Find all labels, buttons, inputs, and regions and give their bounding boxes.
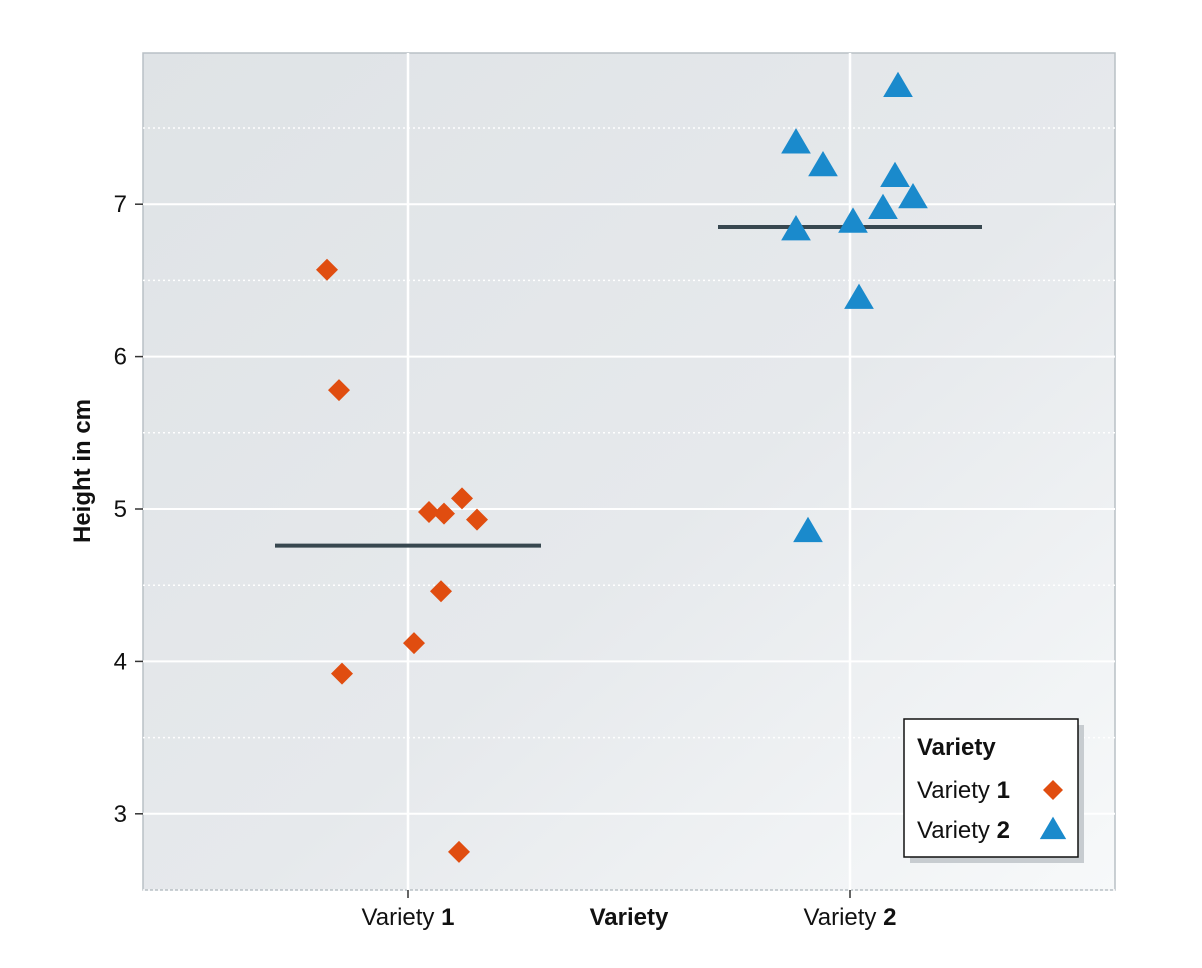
data-point-triangle [883, 71, 913, 98]
legend-triangle-icon [1039, 816, 1067, 840]
legend-entry-label: Variety 2 [917, 817, 1010, 844]
data-point-triangle [793, 516, 823, 543]
data-point-triangle [880, 161, 910, 187]
legend-diamond-icon [1043, 780, 1063, 800]
data-point-diamond [451, 487, 473, 510]
data-point-triangle [781, 128, 811, 154]
data-point-triangle [808, 151, 838, 177]
data-point-triangle [898, 183, 928, 209]
y-tick-label: 7 [114, 191, 127, 218]
y-tick-label: 6 [114, 344, 127, 371]
data-point-triangle [781, 215, 811, 241]
data-points [316, 71, 928, 863]
x-tick-label: Variety 1 [362, 904, 455, 931]
data-point-diamond [433, 502, 455, 525]
data-point-triangle [844, 283, 874, 309]
y-axis-ticks: 3 4 5 6 7 [114, 191, 143, 828]
y-axis-title: Height in cm [69, 399, 96, 543]
data-point-triangle [838, 207, 868, 233]
data-point-diamond [331, 662, 353, 685]
legend-entry-label: Variety 1 [917, 777, 1010, 804]
x-axis-ticks: Variety 1 Variety 2 [362, 890, 897, 931]
data-point-triangle [868, 193, 898, 219]
x-tick-label: Variety 2 [804, 904, 897, 931]
data-point-diamond [316, 258, 338, 281]
legend: Variety Variety 1 Variety 2 [903, 718, 1084, 863]
data-point-diamond [430, 580, 452, 603]
data-point-diamond [403, 632, 425, 655]
data-point-diamond [328, 379, 350, 402]
legend-title: Variety [917, 734, 996, 761]
data-point-diamond [418, 501, 440, 524]
data-point-diamond [466, 508, 488, 531]
x-axis-title: Variety [590, 904, 669, 931]
y-tick-label: 5 [114, 496, 127, 523]
y-tick-label: 3 [114, 801, 127, 828]
data-point-diamond [448, 840, 470, 863]
y-tick-label: 4 [114, 648, 127, 675]
